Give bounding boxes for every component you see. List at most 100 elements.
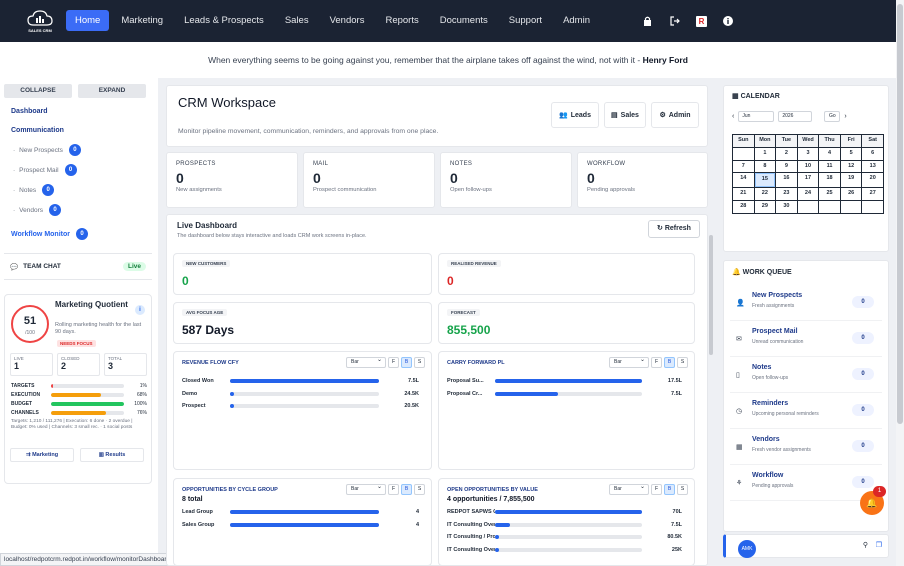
calendar-day[interactable]: 7: [733, 160, 754, 173]
prev-month-icon[interactable]: ‹: [732, 113, 735, 120]
admin-button[interactable]: ⚙ Admin: [651, 102, 699, 128]
kpi-workflow[interactable]: WORKFLOW 0 Pending approvals: [577, 152, 708, 208]
calendar-day[interactable]: 24: [797, 188, 819, 201]
team-chat-header[interactable]: 💬 TEAM CHAT Live: [4, 253, 152, 280]
window-icon[interactable]: ❐: [875, 542, 882, 549]
sales-button[interactable]: ▤ Sales: [604, 102, 646, 128]
lock-icon[interactable]: [640, 14, 654, 28]
sidebar-item-prospect-mail[interactable]: · Prospect Mail 0: [13, 164, 77, 176]
calendar-day[interactable]: 26: [840, 188, 862, 201]
work-queue-item[interactable]: ✉ Prospect Mail Unread communication 0: [730, 323, 882, 357]
dashboard-scrollbar[interactable]: [708, 85, 714, 525]
pin-icon[interactable]: ⚲: [862, 542, 868, 549]
expand-button[interactable]: EXPAND: [78, 84, 146, 98]
chat-bar[interactable]: AMK ⚲ ❐: [723, 534, 889, 558]
nav-sales[interactable]: Sales: [284, 15, 309, 26]
kpi-notes[interactable]: NOTES 0 Open follow-ups: [440, 152, 572, 208]
calendar-day[interactable]: 20: [862, 173, 883, 188]
work-queue-item[interactable]: ▯ Notes Open follow-ups 0: [730, 359, 882, 393]
calendar-day[interactable]: 29: [754, 201, 776, 213]
chart-type-select[interactable]: Bar: [609, 483, 649, 495]
calendar-day[interactable]: 14: [733, 173, 754, 188]
calendar-day[interactable]: 22: [754, 188, 776, 201]
nav-reports[interactable]: Reports: [385, 15, 419, 26]
info-icon[interactable]: [721, 14, 735, 28]
calendar-day[interactable]: 18: [819, 173, 840, 188]
leads-button[interactable]: 👥 Leads: [551, 102, 599, 128]
calendar-day[interactable]: 1: [754, 147, 776, 160]
sidebar-section-communication[interactable]: Communication: [11, 127, 64, 134]
chart-toggle-f[interactable]: F: [651, 484, 662, 495]
kpi-prospects[interactable]: PROSPECTS 0 New assignments: [166, 152, 298, 208]
work-queue-item[interactable]: ⚘ Workflow Pending approvals 0: [730, 467, 882, 501]
calendar-day[interactable]: 23: [776, 188, 797, 201]
calendar-day[interactable]: 30: [776, 201, 797, 213]
kpi-mail[interactable]: MAIL 0 Prospect communication: [303, 152, 435, 208]
sidebar-item-vendors[interactable]: · Vendors 0: [13, 204, 62, 216]
logout-icon[interactable]: [668, 14, 682, 28]
calendar-day[interactable]: 3: [797, 147, 819, 160]
avatar[interactable]: AMK: [738, 540, 756, 558]
chart-toggle-s[interactable]: S: [414, 357, 425, 368]
sidebar-item-notes[interactable]: · Notes 0: [13, 184, 55, 196]
sidebar-item-new-prospects[interactable]: · New Prospects 0: [13, 144, 81, 156]
chart-toggle-s[interactable]: S: [414, 484, 425, 495]
calendar-day[interactable]: 28: [733, 201, 754, 213]
work-queue-item[interactable]: 👤 New Prospects Fresh assignments 0: [730, 287, 882, 321]
go-button[interactable]: Go: [824, 111, 841, 122]
calendar-day[interactable]: 6: [862, 147, 883, 160]
page-scrollbar[interactable]: [896, 0, 904, 566]
chart-type-select[interactable]: Bar: [346, 356, 386, 368]
info-icon[interactable]: i: [135, 305, 145, 315]
next-month-icon[interactable]: ›: [844, 113, 847, 120]
chart-toggle-b[interactable]: B: [664, 357, 675, 368]
calendar-day[interactable]: 5: [840, 147, 862, 160]
chart-toggle-f[interactable]: F: [388, 484, 399, 495]
nav-marketing[interactable]: Marketing: [121, 15, 164, 26]
marketing-button[interactable]: ⇉ Marketing: [10, 448, 74, 462]
chart-toggle-b[interactable]: B: [401, 484, 412, 495]
chart-toggle-f[interactable]: F: [651, 357, 662, 368]
month-select[interactable]: Jun: [738, 111, 775, 122]
chart-type-select[interactable]: Bar: [346, 483, 386, 495]
calendar-day[interactable]: 16: [776, 173, 797, 188]
nav-leads-prospects[interactable]: Leads & Prospects: [184, 15, 264, 26]
chart-toggle-s[interactable]: S: [677, 357, 688, 368]
calendar-day[interactable]: 10: [797, 160, 819, 173]
refresh-button[interactable]: ↻ Refresh: [648, 220, 700, 238]
chart-toggle-b[interactable]: B: [401, 357, 412, 368]
r-badge[interactable]: R: [696, 15, 707, 27]
calendar-day[interactable]: 4: [819, 147, 840, 160]
chart-toggle-f[interactable]: F: [388, 357, 399, 368]
nav-admin[interactable]: Admin: [563, 15, 590, 26]
work-queue-item[interactable]: ◷ Reminders Upcoming personal reminders 0: [730, 395, 882, 429]
sidebar-item-workflow-monitor[interactable]: Workflow Monitor 0: [11, 228, 88, 240]
sidebar-item-dashboard[interactable]: Dashboard: [11, 108, 48, 115]
nav-support[interactable]: Support: [508, 15, 543, 26]
calendar-day[interactable]: 21: [733, 188, 754, 201]
calendar-day[interactable]: 13: [862, 160, 883, 173]
chart-type-select[interactable]: Bar: [609, 356, 649, 368]
calendar-day[interactable]: 8: [754, 160, 776, 173]
chart-toggle-s[interactable]: S: [677, 484, 688, 495]
calendar-day[interactable]: 25: [819, 188, 840, 201]
calendar-day[interactable]: 17: [797, 173, 819, 188]
calendar-day[interactable]: 15: [754, 173, 776, 188]
calendar-day[interactable]: 27: [862, 188, 883, 201]
work-queue-item[interactable]: ▦ Vendors Fresh vendor assignments 0: [730, 431, 882, 465]
calendar-day[interactable]: 12: [840, 160, 862, 173]
nav-documents[interactable]: Documents: [439, 15, 488, 26]
calendar-day[interactable]: 19: [840, 173, 862, 188]
results-button[interactable]: ▥ Results: [80, 448, 144, 462]
nav-home[interactable]: Home: [66, 10, 110, 31]
scroll-thumb[interactable]: [709, 235, 713, 355]
year-select[interactable]: 2026: [778, 111, 813, 122]
calendar-day[interactable]: 2: [776, 147, 797, 160]
calendar-day[interactable]: 11: [819, 160, 840, 173]
collapse-button[interactable]: COLLAPSE: [4, 84, 72, 98]
calendar-day[interactable]: 9: [776, 160, 797, 173]
nav-vendors[interactable]: Vendors: [329, 15, 365, 26]
app-logo[interactable]: SALES CRM: [24, 5, 56, 37]
scroll-thumb[interactable]: [897, 4, 903, 424]
chart-toggle-b[interactable]: B: [664, 484, 675, 495]
